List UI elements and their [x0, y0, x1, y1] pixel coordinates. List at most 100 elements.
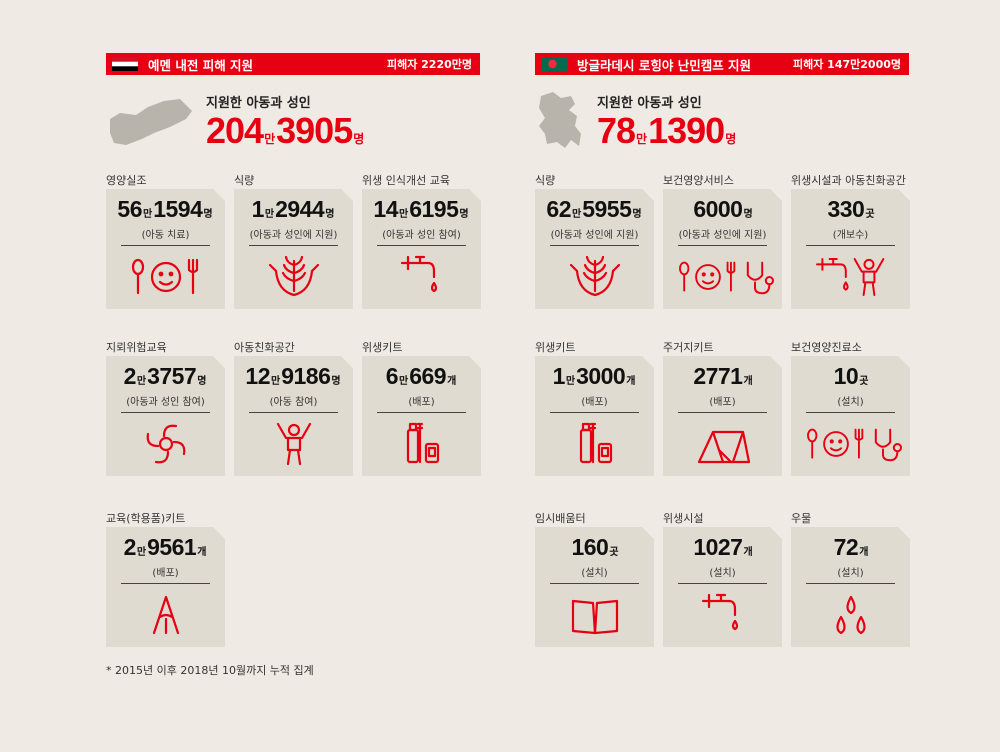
stat-note: (아동과 성인에 지원) [550, 230, 639, 241]
divider [550, 412, 639, 413]
child-icon [276, 422, 312, 466]
stat-note: (아동과 성인 참여) [126, 397, 205, 408]
category-label: 아동친화공간 [234, 341, 295, 354]
category-label: 보건영양진료소 [791, 341, 862, 354]
stat-card: 12만9186명 (아동 참여) [234, 356, 353, 476]
divider [377, 245, 466, 246]
yemen-title: 예멘 내전 피해 지원 [148, 57, 254, 73]
divider [121, 583, 210, 584]
stat-card: 10곳 (설치) [791, 356, 910, 476]
yemen-header: 예멘 내전 피해 지원 피해자 2220만명 [106, 53, 480, 75]
bangladesh-header: 방글라데시 로힝야 난민캠프 지원 피해자 147만2000명 [535, 53, 909, 75]
yemen-total: 204만3905명 [206, 110, 365, 151]
card-fold [642, 189, 654, 201]
stat-card: 62만5955명 (아동과 성인에 지원) [535, 189, 654, 309]
footnote: * 2015년 이후 2018년 10월까지 누적 집계 [106, 664, 314, 677]
faucet-icon [400, 255, 438, 293]
card-fold [770, 356, 782, 368]
stat-note: (아동 치료) [141, 230, 190, 241]
stat-card: 6000명 (아동과 성인에 지원) [663, 189, 782, 309]
card-fold [469, 356, 481, 368]
category-label: 식량 [234, 174, 255, 187]
card-fold [898, 356, 910, 368]
stat-note: (아동과 성인에 지원) [249, 230, 338, 241]
divider [550, 583, 639, 584]
stat-value: 1만3000개 [552, 363, 636, 389]
category-label: 주거지키트 [663, 341, 714, 354]
bangladesh-subtitle: 지원한 아동과 성인 [597, 96, 702, 111]
faucet-child-icon [816, 258, 885, 296]
stat-card: 6만669개 (배포) [362, 356, 481, 476]
card-fold [341, 189, 353, 201]
stat-note: (아동과 성인에 지원) [678, 230, 767, 241]
stat-card: 330곳 (개보수) [791, 189, 910, 309]
stat-value: 10곳 [833, 363, 869, 389]
divider [121, 412, 210, 413]
stat-value: 2771개 [693, 363, 753, 389]
card-fold [898, 527, 910, 539]
card-fold [213, 527, 225, 539]
category-label: 위생시설과 아동친화공간 [791, 174, 906, 187]
stat-note: (아동과 성인 참여) [382, 230, 461, 241]
category-label: 영양실조 [106, 174, 147, 187]
stat-note: (개보수) [832, 230, 869, 241]
card-fold [341, 356, 353, 368]
divider [249, 245, 338, 246]
stat-value: 330곳 [827, 196, 875, 222]
stat-value: 12만9186명 [245, 363, 341, 389]
stat-card: 1만2944명 (아동과 성인에 지원) [234, 189, 353, 309]
stat-card: 14만6195명 (아동과 성인 참여) [362, 189, 481, 309]
food-hands-icon [268, 255, 320, 297]
stat-note: (배포) [581, 397, 608, 408]
stat-value: 6000명 [693, 196, 753, 222]
mine-icon [146, 424, 186, 464]
stat-note: (아동 참여) [269, 397, 318, 408]
category-label: 우물 [791, 512, 812, 525]
bangladesh-total: 78만1390명 [597, 110, 737, 151]
stat-value: 56만1594명 [117, 196, 213, 222]
card-fold [770, 527, 782, 539]
divider [678, 245, 767, 246]
yemen-flag-icon [112, 57, 138, 71]
bangladesh-victims: 피해자 147만2000명 [792, 58, 901, 71]
yemen-subtitle: 지원한 아동과 성인 [206, 96, 311, 111]
category-label: 위생키트 [362, 341, 403, 354]
stat-value: 160곳 [571, 534, 619, 560]
bangladesh-flag-icon [541, 57, 567, 71]
bangladesh-title: 방글라데시 로힝야 난민캠프 지원 [577, 57, 752, 73]
health-nutrition-icon [679, 261, 774, 295]
stat-value: 14만6195명 [373, 196, 469, 222]
stat-card: 160곳 (설치) [535, 527, 654, 647]
stat-card: 1만3000개 (배포) [535, 356, 654, 476]
card-fold [642, 527, 654, 539]
stat-card: 72개 (설치) [791, 527, 910, 647]
stat-note: (배포) [709, 397, 736, 408]
divider [806, 583, 895, 584]
stat-note: (설치) [837, 397, 864, 408]
faucet-icon [701, 593, 739, 631]
nutrition-icon [131, 258, 199, 295]
stat-note: (설치) [709, 568, 736, 579]
category-label: 위생시설 [663, 512, 704, 525]
stat-note: (설치) [837, 568, 864, 579]
stat-card: 56만1594명 (아동 치료) [106, 189, 225, 309]
stat-value: 2만3757명 [123, 363, 207, 389]
category-label: 위생 인식개선 교육 [362, 174, 450, 187]
category-label: 보건영양서비스 [663, 174, 734, 187]
stat-note: (배포) [152, 568, 179, 579]
divider [377, 412, 466, 413]
stat-value: 2만9561개 [123, 534, 207, 560]
stat-card: 2만3757명 (아동과 성인 참여) [106, 356, 225, 476]
category-label: 임시배움터 [535, 512, 586, 525]
stat-note: (설치) [581, 568, 608, 579]
card-fold [898, 189, 910, 201]
stat-value: 6만669개 [385, 363, 457, 389]
hygiene-kit-icon [406, 422, 440, 464]
card-fold [469, 189, 481, 201]
divider [678, 412, 767, 413]
stat-card: 1027개 (설치) [663, 527, 782, 647]
divider [806, 412, 895, 413]
bangladesh-map-icon [539, 92, 581, 148]
yemen-victims: 피해자 2220만명 [386, 58, 472, 71]
category-label: 교육(학용품)키트 [106, 512, 186, 525]
